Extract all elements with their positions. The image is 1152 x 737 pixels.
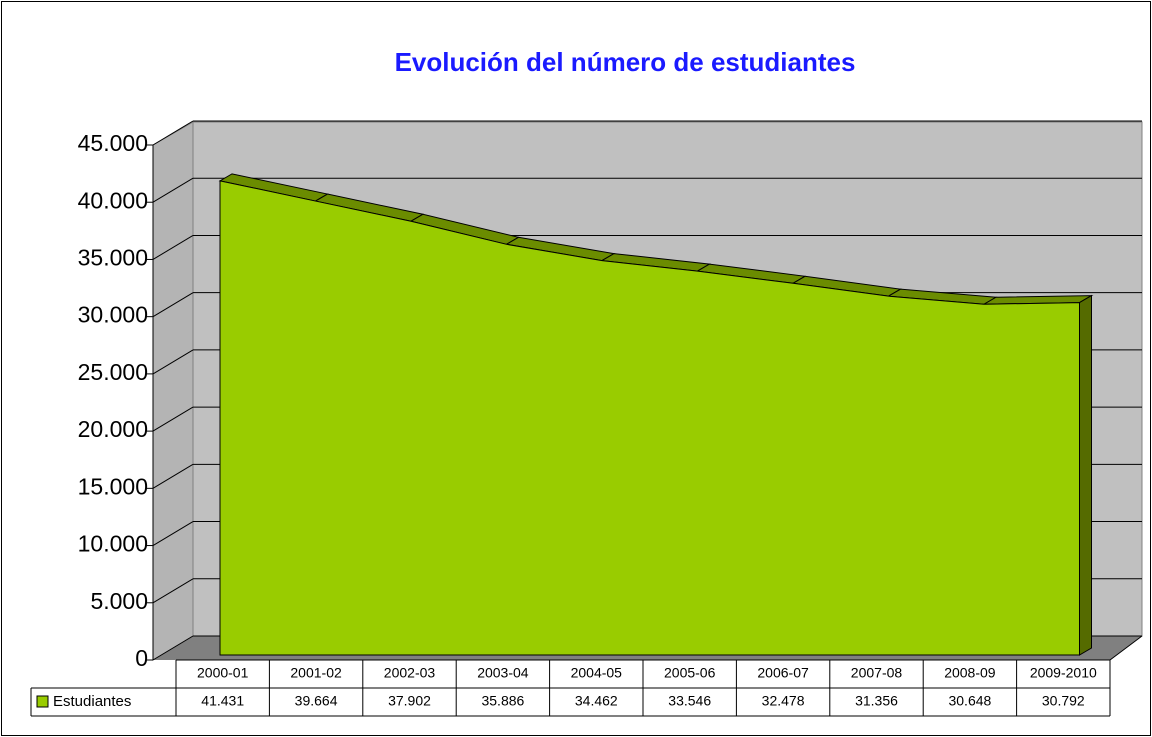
data-label: 32.478 (762, 693, 805, 709)
y-tick-label: 20.000 (78, 416, 148, 442)
y-tick-label: 35.000 (78, 245, 148, 271)
chart-title: Evolución del número de estudiantes (395, 47, 856, 77)
x-tick-label: 2007-08 (851, 665, 903, 681)
grid-line (152, 406, 194, 432)
y-tick-label: 45.000 (78, 130, 148, 156)
y-tick-label: 15.000 (78, 473, 148, 499)
area (219, 180, 1080, 656)
data-label: 39.664 (295, 693, 338, 709)
legend-swatch (36, 695, 49, 708)
y-tick-label: 25.000 (78, 359, 148, 385)
data-label: 31.356 (855, 693, 898, 709)
grid-line (152, 235, 194, 260)
grid-line (152, 349, 194, 375)
x-tick-label: 2002-03 (384, 665, 436, 681)
x-tick-label: 2009-2010 (1030, 665, 1097, 681)
y-tick-label: 0 (135, 645, 148, 671)
x-tick-label: 2006-07 (757, 665, 809, 681)
data-label: 33.546 (668, 693, 711, 709)
y-tick-label: 5.000 (90, 588, 148, 614)
x-tick-label: 2001-02 (290, 665, 342, 681)
grid-line (152, 292, 194, 318)
grid-line (152, 120, 194, 146)
x-tick-label: 2008-09 (944, 665, 996, 681)
x-tick-label: 2003-04 (477, 665, 529, 681)
data-label: 34.462 (575, 693, 618, 709)
data-label: 41.431 (201, 693, 244, 709)
y-tick-label: 40.000 (78, 187, 148, 213)
data-label: 30.648 (948, 693, 991, 709)
grid-line (152, 578, 194, 604)
x-tick-label: 2005-06 (664, 665, 716, 681)
data-label: 37.902 (388, 693, 431, 709)
data-label: 35.886 (481, 693, 524, 709)
grid-line (152, 177, 194, 203)
grid-line (152, 463, 194, 489)
legend-label: Estudiantes (53, 693, 131, 710)
grid-line (152, 635, 194, 661)
y-tick-label: 30.000 (78, 302, 148, 328)
table-line (1109, 635, 1143, 661)
data-label: 30.792 (1042, 693, 1085, 709)
x-tick-label: 2000-01 (197, 665, 249, 681)
area-side (1079, 294, 1092, 656)
side-wall (152, 121, 194, 661)
grid-line (152, 521, 194, 546)
y-tick-label: 10.000 (78, 531, 148, 557)
x-tick-label: 2004-05 (571, 665, 623, 681)
